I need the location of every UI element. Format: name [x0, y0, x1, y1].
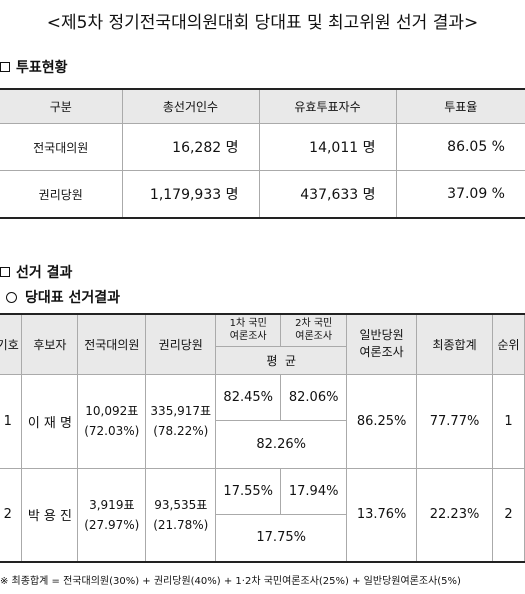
candidate-delegates: 3,919표 (27.97%) [77, 467, 147, 563]
vote-row-rate: 86.05 % [395, 123, 525, 171]
candidate-name: 이 재 명 [21, 373, 79, 469]
header-general-line2: 여론조사 [359, 345, 404, 360]
candidate-general: 13.76% [346, 467, 418, 563]
vote-row-label: 전국대의원 [0, 123, 122, 171]
table-row: 82.26% [0, 419, 525, 469]
delegates-pct: (72.03%) [84, 424, 140, 438]
table-row: 1 이 재 명 10,092표 (72.03%) 335,917표 (78.22… [0, 373, 525, 469]
header-number: 기호 [0, 314, 23, 375]
result-header-row-sub: 평 균 [0, 345, 525, 375]
header-average: 평 균 [215, 345, 348, 375]
section-vote-label: 투표현황 [16, 60, 68, 76]
table-row: 2 박 용 진 3,919표 (27.97%) 93,535표 (21.78%)… [0, 467, 525, 563]
section-election-result: 선거 결과 [0, 262, 72, 282]
vote-status-table: 구분 총선거인수 유효투표자수 투표율 전국대의원 16,282 명 14,01… [0, 88, 525, 219]
footnote: ※ 최종합계 = 전국대의원(30%) + 권리당원(40%) + 1·2차 국… [0, 576, 461, 587]
vote-row-valid: 14,011 명 [258, 123, 396, 171]
header-rank: 순위 [492, 314, 525, 375]
candidate-members: 93,535표 (21.78%) [145, 467, 217, 563]
candidate-poll-average: 17.75% [215, 513, 348, 562]
header-general-line1: 일반당원 [359, 328, 404, 343]
header-poll2-line1: 2차 국민 [295, 318, 333, 330]
members-pct: (78.22%) [153, 424, 209, 438]
members-pct: (21.78%) [153, 517, 209, 532]
candidate-poll1: 82.45% [215, 373, 282, 421]
header-poll1-line2: 여론조사 [229, 331, 267, 343]
square-bullet-icon [0, 62, 10, 72]
table-row: 전국대의원 16,282 명 14,011 명 86.05 % [0, 123, 525, 171]
vote-row-rate: 37.09 % [395, 170, 525, 218]
delegates-votes: 10,092표 [85, 404, 139, 418]
candidate-total: 22.23% [416, 467, 493, 563]
candidate-rank: 2 [492, 467, 525, 563]
header-delegates: 전국대의원 [77, 314, 147, 375]
table-row: 권리당원 1,179,933 명 437,633 명 37.09 % [0, 170, 525, 218]
candidate-number: 1 [0, 373, 23, 469]
candidate-name: 박 용 진 [21, 467, 79, 563]
header-poll2: 2차 국민 여론조사 [280, 314, 348, 347]
subsection-leader-result: 당대표 선거결과 [6, 287, 120, 307]
square-bullet-icon [0, 267, 10, 277]
delegates-votes: 3,919표 [89, 497, 135, 512]
candidate-total: 77.77% [416, 373, 493, 469]
vote-header-rate: 투표율 [395, 89, 525, 124]
header-general: 일반당원 여론조사 [346, 314, 418, 375]
candidate-rank: 1 [492, 373, 525, 469]
candidate-poll2: 17.94% [280, 467, 348, 515]
vote-row-label: 권리당원 [38, 187, 83, 202]
section-result-label: 선거 결과 [16, 265, 73, 281]
subsection-leader-label: 당대표 선거결과 [25, 290, 121, 306]
header-poll2-line2: 여론조사 [295, 331, 333, 343]
vote-header-row: 구분 총선거인수 유효투표자수 투표율 [0, 89, 525, 124]
leader-result-table: 기호 후보자 전국대의원 권리당원 1차 국민 여론조사 2차 국민 여론조사 … [0, 313, 525, 563]
header-poll1: 1차 국민 여론조사 [215, 314, 282, 347]
header-members: 권리당원 [145, 314, 217, 375]
circle-bullet-icon [6, 291, 17, 303]
header-total: 최종합계 [416, 314, 493, 375]
candidate-delegates: 10,092표 (72.03%) [77, 373, 147, 469]
candidate-general: 86.25% [346, 373, 418, 469]
delegates-pct: (27.97%) [84, 517, 140, 532]
vote-header-category: 구분 [0, 89, 122, 124]
header-poll1-line1: 1차 국민 [229, 318, 267, 330]
section-vote-status: 투표현황 [0, 57, 68, 77]
candidate-number: 2 [0, 467, 23, 563]
table-row: 17.75% [0, 513, 525, 562]
candidate-members: 335,917표 (78.22%) [145, 373, 217, 469]
vote-row-electors: 1,179,933 명 [121, 170, 259, 218]
vote-row-electors: 16,282 명 [121, 123, 259, 171]
page-title: <제5차 정기전국대의원대회 당대표 및 최고위원 선거 결과> [46, 13, 479, 33]
header-candidate: 후보자 [21, 314, 79, 375]
result-header-row: 기호 후보자 전국대의원 권리당원 1차 국민 여론조사 2차 국민 여론조사 … [0, 314, 525, 375]
members-votes: 93,535표 [154, 497, 208, 512]
candidate-poll1: 17.55% [215, 467, 282, 515]
members-votes: 335,917표 [150, 404, 212, 418]
vote-row-valid: 437,633 명 [258, 170, 396, 218]
candidate-poll2: 82.06% [280, 373, 348, 421]
vote-header-electors: 총선거인수 [121, 89, 259, 124]
vote-header-valid: 유효투표자수 [258, 89, 396, 124]
candidate-poll-average: 82.26% [215, 419, 348, 469]
